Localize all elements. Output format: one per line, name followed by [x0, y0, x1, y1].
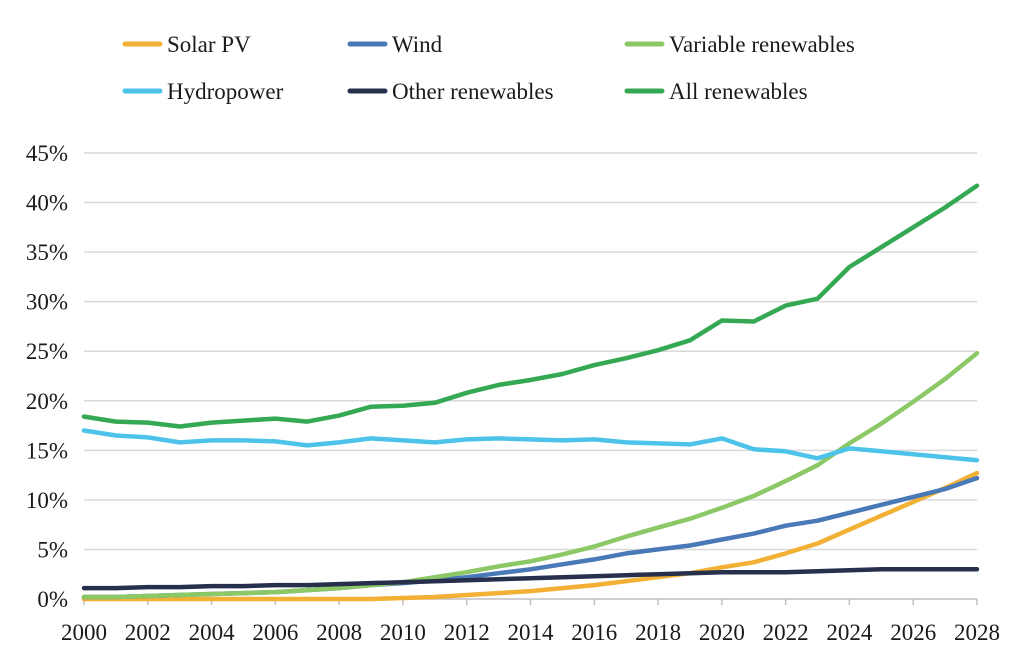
- x-tick-label: 2012: [444, 620, 490, 645]
- series-line-hydropower: [81, 428, 980, 463]
- legend-label: Wind: [392, 32, 443, 57]
- x-tick-label: 2020: [699, 620, 745, 645]
- legend-item-other-renewables: Other renewables: [347, 79, 554, 104]
- legend-label: Solar PV: [167, 32, 251, 57]
- x-tick-label: 2028: [954, 620, 1000, 645]
- x-tick-label: 2002: [125, 620, 171, 645]
- x-tick-label: 2024: [826, 620, 873, 645]
- y-tick-label: 5%: [37, 537, 68, 562]
- series-lines: [81, 183, 980, 602]
- x-tick-label: 2008: [316, 620, 362, 645]
- y-tick-label: 25%: [26, 339, 68, 364]
- x-tick-label: 2014: [508, 620, 555, 645]
- y-tick-label: 35%: [26, 240, 68, 265]
- legend-item-wind: Wind: [347, 32, 443, 57]
- x-tick-label: 2006: [252, 620, 298, 645]
- legend-label: Other renewables: [392, 79, 554, 104]
- legend-label: Hydropower: [167, 79, 284, 104]
- legend: Solar PV Wind Variable renewables Hydropowe…: [122, 32, 855, 104]
- x-tick-label: 2022: [763, 620, 809, 645]
- y-axis-ticks: 0% 5% 10% 15% 20% 25% 30% 35% 40% 45%: [26, 141, 68, 612]
- legend-item-variable-renewables: Variable renewables: [624, 32, 855, 57]
- legend-item-hydropower: Hydropower: [122, 79, 284, 104]
- series-line-variable-renewables: [81, 350, 980, 600]
- y-tick-label: 45%: [26, 141, 68, 166]
- legend-item-all-renewables: All renewables: [624, 79, 808, 104]
- y-tick-label: 20%: [26, 389, 68, 414]
- y-tick-label: 15%: [26, 438, 68, 463]
- x-axis-ticks: 2000 2002 2004 2006 2008 2010 2012 2014 2016 2018…: [61, 599, 1000, 645]
- series-line-all-renewables: [81, 183, 980, 429]
- x-tick-label: 2026: [890, 620, 936, 645]
- x-tick-label: 2004: [189, 620, 236, 645]
- series-line-solar-pv: [81, 470, 980, 602]
- y-tick-label: 0%: [37, 587, 68, 612]
- series-line-other-renewables: [81, 567, 980, 591]
- legend-label: Variable renewables: [669, 32, 855, 57]
- x-tick-label: 2018: [635, 620, 681, 645]
- gridlines: [84, 152, 977, 600]
- legend-item-solar-pv: Solar PV: [122, 32, 251, 57]
- legend-label: All renewables: [669, 79, 808, 104]
- x-tick-label: 2000: [61, 620, 107, 645]
- x-tick-label: 2010: [380, 620, 426, 645]
- y-tick-label: 30%: [26, 290, 68, 315]
- x-tick-label: 2016: [571, 620, 617, 645]
- y-tick-label: 10%: [26, 488, 68, 513]
- y-tick-label: 40%: [26, 191, 68, 216]
